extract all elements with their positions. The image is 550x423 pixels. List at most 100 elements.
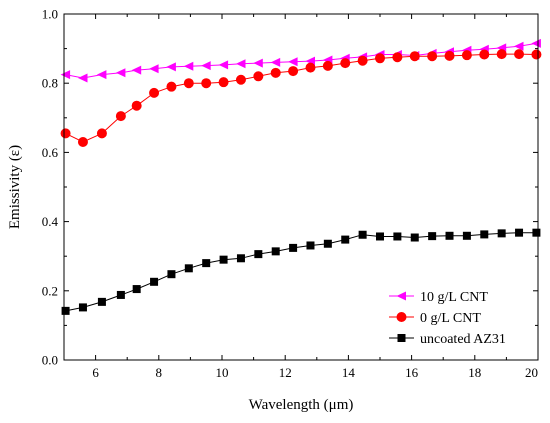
data-point-uncoated-az31	[445, 231, 454, 240]
data-point-uncoated-az31	[462, 231, 471, 240]
data-point-10-g-l-cnt	[531, 38, 541, 48]
data-point-0-g-l-cnt	[96, 128, 107, 139]
data-point-0-g-l-cnt	[305, 62, 316, 73]
data-point-0-g-l-cnt	[183, 78, 194, 89]
data-point-0-g-l-cnt	[357, 55, 368, 66]
data-point-10-g-l-cnt	[253, 58, 263, 68]
data-point-uncoated-az31	[532, 228, 541, 237]
legend-marker-0-g-l-cnt	[396, 312, 407, 322]
x-tick-label: 16	[405, 365, 419, 380]
data-point-0-g-l-cnt	[166, 81, 177, 92]
data-point-0-g-l-cnt	[496, 49, 507, 60]
data-point-uncoated-az31	[202, 259, 211, 268]
data-point-uncoated-az31	[341, 235, 350, 244]
plot-layer	[60, 38, 542, 315]
data-point-uncoated-az31	[306, 241, 315, 250]
data-point-0-g-l-cnt	[409, 51, 420, 62]
data-point-10-g-l-cnt	[236, 59, 246, 69]
data-point-uncoated-az31	[132, 285, 141, 294]
data-point-0-g-l-cnt	[427, 51, 438, 62]
data-point-uncoated-az31	[236, 254, 245, 263]
data-point-uncoated-az31	[97, 297, 106, 306]
data-point-10-g-l-cnt	[131, 65, 142, 75]
data-point-0-g-l-cnt	[201, 78, 212, 89]
x-tick-label: 18	[468, 365, 481, 380]
x-tick-label: 6	[92, 365, 99, 380]
data-point-0-g-l-cnt	[60, 128, 71, 139]
data-point-10-g-l-cnt	[96, 70, 107, 80]
y-tick-label: 0.6	[42, 145, 59, 160]
y-tick-label: 0.8	[42, 76, 58, 91]
data-point-10-g-l-cnt	[201, 61, 211, 71]
ticks-layer: 0.0 0.2 0.4 0.6 0.8 1.0 6 8 10 12 14 16 18 20	[42, 7, 539, 380]
data-point-10-g-l-cnt	[218, 60, 229, 70]
data-point-0-g-l-cnt	[340, 58, 351, 69]
data-point-uncoated-az31	[254, 250, 263, 259]
series-line-10-g-l-cnt	[65, 42, 537, 79]
data-point-0-g-l-cnt	[531, 49, 542, 60]
legend-label-uncoated-az31: uncoated AZ31	[420, 332, 506, 347]
y-tick-label: 1.0	[42, 7, 58, 22]
data-point-0-g-l-cnt	[444, 50, 455, 61]
data-point-0-g-l-cnt	[479, 49, 490, 60]
data-point-uncoated-az31	[289, 243, 298, 252]
legend-label-10-g-l-cnt: 10 g/L CNT	[420, 290, 488, 305]
series-line-uncoated-az31	[65, 232, 537, 312]
legend: 10 g/L CNT 0 g/L CNT uncoated AZ31	[389, 290, 506, 347]
data-point-uncoated-az31	[167, 270, 176, 279]
data-point-0-g-l-cnt	[514, 49, 525, 60]
data-point-uncoated-az31	[497, 229, 506, 238]
data-point-0-g-l-cnt	[461, 50, 472, 61]
plot-frame	[63, 13, 539, 361]
x-tick-label: 14	[342, 365, 356, 380]
data-point-10-g-l-cnt	[270, 57, 281, 67]
data-point-uncoated-az31	[358, 230, 367, 239]
data-point-uncoated-az31	[184, 264, 193, 273]
data-point-0-g-l-cnt	[253, 71, 264, 82]
data-point-uncoated-az31	[323, 239, 332, 248]
data-point-uncoated-az31	[78, 303, 87, 312]
data-point-0-g-l-cnt	[77, 137, 88, 148]
data-point-uncoated-az31	[219, 255, 228, 264]
data-point-0-g-l-cnt	[115, 111, 126, 122]
legend-label-0-g-l-cnt: 0 g/L CNT	[420, 311, 481, 326]
data-point-0-g-l-cnt	[375, 53, 385, 64]
data-point-10-g-l-cnt	[288, 57, 298, 67]
x-tick-label: 10	[216, 365, 229, 380]
data-point-uncoated-az31	[376, 232, 384, 241]
legend-marker-uncoated-az31	[397, 334, 406, 342]
x-tick-label: 12	[279, 365, 292, 380]
data-point-10-g-l-cnt	[514, 41, 524, 51]
data-point-10-g-l-cnt	[149, 64, 159, 74]
data-point-uncoated-az31	[428, 232, 437, 241]
data-point-10-g-l-cnt	[115, 68, 126, 78]
data-point-uncoated-az31	[393, 232, 402, 241]
data-point-uncoated-az31	[515, 228, 524, 237]
y-tick-label: 0.2	[42, 283, 58, 298]
data-point-uncoated-az31	[116, 290, 125, 299]
data-point-10-g-l-cnt	[166, 62, 176, 72]
data-point-uncoated-az31	[61, 306, 70, 315]
data-point-10-g-l-cnt	[78, 73, 88, 83]
series-line-0-g-l-cnt	[65, 53, 537, 143]
data-point-uncoated-az31	[480, 230, 489, 239]
data-point-0-g-l-cnt	[322, 60, 333, 71]
data-point-uncoated-az31	[410, 233, 419, 242]
data-point-0-g-l-cnt	[149, 87, 160, 98]
data-point-10-g-l-cnt	[183, 61, 194, 71]
data-point-0-g-l-cnt	[270, 67, 281, 78]
y-tick-label: 0.4	[42, 214, 59, 229]
x-axis-title: Wavelength (μm)	[249, 397, 354, 413]
data-point-0-g-l-cnt	[218, 77, 229, 88]
data-point-10-g-l-cnt	[60, 70, 71, 80]
x-tick-label: 20	[525, 365, 538, 380]
x-tick-label: 8	[156, 365, 163, 380]
y-axis-title: Emissivity (ε)	[7, 145, 23, 229]
data-point-0-g-l-cnt	[131, 100, 142, 111]
y-tick-label: 0.0	[42, 353, 58, 368]
data-point-uncoated-az31	[271, 247, 280, 256]
data-point-0-g-l-cnt	[392, 52, 403, 63]
data-point-0-g-l-cnt	[288, 66, 299, 77]
